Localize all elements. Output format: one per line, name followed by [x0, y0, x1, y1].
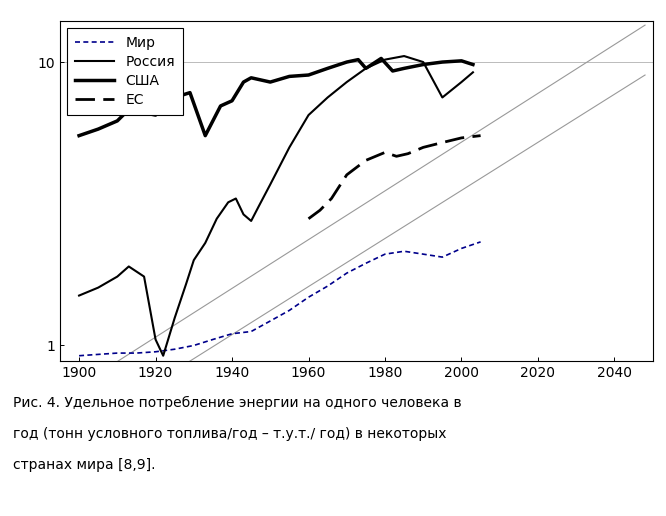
Legend: Мир, Россия, США, ЕС: Мир, Россия, США, ЕС: [67, 27, 183, 115]
Text: странах мира [8,9].: странах мира [8,9].: [13, 458, 156, 472]
Text: год (тонн условного топлива/год – т.у.т./ год) в некоторых: год (тонн условного топлива/год – т.у.т.…: [13, 427, 447, 441]
Text: Рис. 4. Удельное потребление энергии на одного человека в: Рис. 4. Удельное потребление энергии на …: [13, 396, 462, 410]
